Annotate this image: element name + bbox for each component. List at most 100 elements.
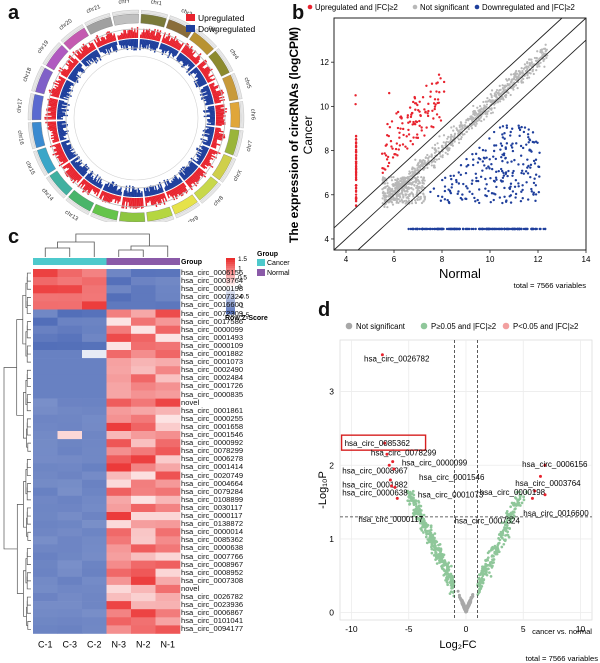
ns-point [420, 176, 423, 179]
down-point [522, 163, 525, 166]
heatmap-cell [106, 341, 132, 351]
fc-point [427, 529, 431, 533]
downregulated-bar [201, 147, 209, 152]
up-point [399, 127, 402, 130]
upregulated-bar [198, 62, 208, 70]
heatmap-cell [57, 333, 83, 343]
heatmap-cell [155, 390, 181, 399]
ns-point [485, 103, 489, 106]
significant-point [387, 463, 391, 467]
chromosome-tick-ring [90, 213, 117, 222]
scatter-plot-b: Upregulated and |FC|≥2 Not significant D… [288, 3, 591, 290]
downregulated-bar [156, 42, 160, 49]
fc-point [422, 522, 425, 526]
ns-point [426, 157, 429, 160]
fc-point [483, 565, 486, 568]
heatmap-cell [82, 269, 107, 278]
upregulated-bar [185, 48, 193, 57]
ns-point [452, 125, 455, 128]
downregulated-bar [207, 139, 212, 142]
ns-point [409, 182, 412, 185]
ns-point [430, 164, 433, 167]
fc-point [503, 526, 506, 529]
downregulated-bar [118, 187, 122, 196]
ns-point [472, 113, 475, 116]
downregulated-bar [149, 185, 154, 196]
chromosome-label: chrY [118, 0, 131, 6]
down-point [498, 227, 501, 231]
ns-point [418, 189, 421, 192]
dendrogram-branch [26, 297, 31, 306]
upregulated-bar [87, 42, 95, 51]
downregulated-bar [61, 89, 68, 94]
fc-point [435, 554, 438, 557]
up-point [384, 154, 388, 157]
heatmap-cell [57, 503, 83, 513]
heatmap-cell [106, 301, 132, 310]
upregulated-bar [183, 47, 190, 55]
down-point [519, 154, 523, 157]
ns-point [410, 174, 413, 177]
ns-point [416, 178, 420, 182]
upregulated-bar [214, 131, 220, 134]
up-point [401, 127, 405, 131]
upregulated-bar [153, 195, 158, 208]
down-point [475, 176, 478, 180]
annotation-label: hsa_circ_0078299 [371, 449, 437, 458]
down-point [537, 190, 541, 194]
downregulated-bar [148, 40, 151, 45]
up-point [396, 154, 399, 157]
downregulated-bar [107, 43, 112, 53]
chromosome-band [140, 13, 167, 28]
downregulated-bar [58, 132, 68, 137]
heatmap-cell [57, 366, 83, 375]
ns-point [392, 182, 395, 186]
heatmap-cell [155, 593, 181, 602]
downregulated-bar [78, 62, 83, 67]
fc-point [406, 490, 409, 494]
heatmap-cell [131, 544, 156, 553]
downregulated-bar [73, 159, 83, 167]
down-point [508, 186, 511, 190]
down-point [531, 131, 535, 134]
heatmap-cell [57, 487, 83, 497]
plot-d-grid [340, 340, 592, 620]
heatmap-cell [82, 576, 107, 586]
upregulated-bar [53, 137, 59, 140]
fc-point [478, 587, 481, 591]
heatmap-cell [106, 293, 132, 302]
ns-point [490, 99, 493, 102]
annotation-label: hsa_circ_0000117 [358, 515, 423, 524]
heatmap-cell [155, 350, 181, 359]
legend-d-p-dot [502, 322, 510, 330]
downregulated-bar [80, 60, 88, 67]
dendrogram-branch [26, 349, 31, 363]
up-point [354, 162, 358, 166]
ns-point [508, 83, 511, 86]
x-tick-label: 14 [582, 255, 591, 264]
ns-point [535, 69, 538, 72]
fc-point [446, 583, 450, 587]
upregulated-bar [214, 101, 222, 104]
heatmap-cell [82, 568, 107, 578]
downregulated-bar [92, 178, 97, 185]
down-point [519, 144, 523, 148]
upregulated-bar [68, 165, 73, 169]
ns-point [403, 200, 406, 203]
color-key-step [226, 270, 235, 273]
down-point [529, 149, 532, 152]
upregulated-bar [209, 85, 215, 89]
downregulated-bar [114, 185, 118, 195]
up-point [398, 131, 401, 134]
up-point [354, 199, 358, 203]
y-tick-label: 2 [329, 460, 334, 470]
down-point [509, 182, 513, 185]
heatmap-cell [131, 301, 156, 310]
downregulated-bar [200, 154, 205, 159]
plot-b-diagonals [333, 17, 587, 251]
heatmap-cell [106, 406, 132, 416]
upregulated-bar [55, 150, 64, 156]
upregulated-bar [124, 197, 127, 202]
downregulated-bar [187, 61, 193, 67]
significant-point [538, 474, 542, 478]
